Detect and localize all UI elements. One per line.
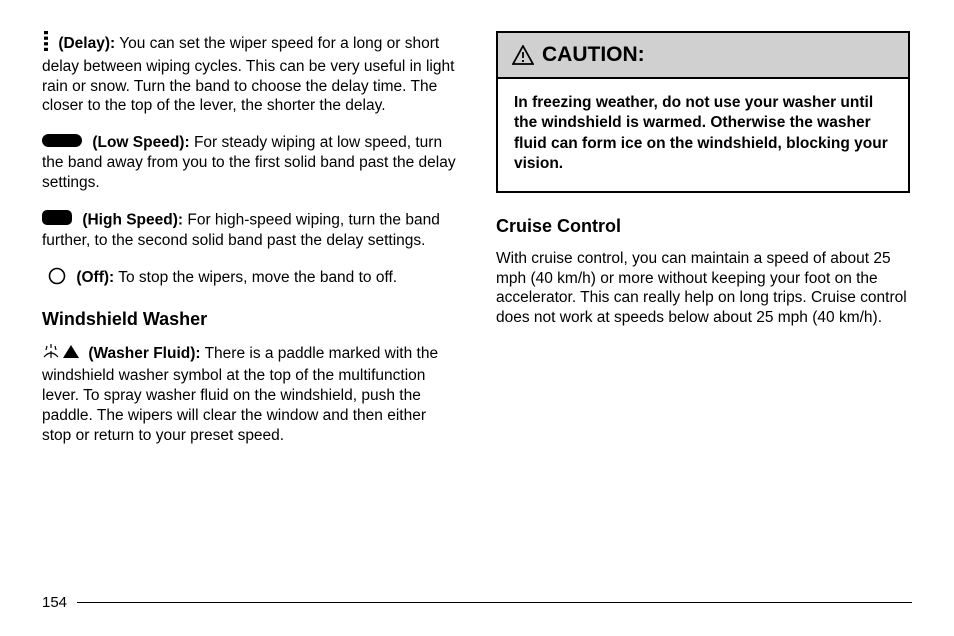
delay-paragraph: (Delay): You can set the wiper speed for…: [42, 31, 456, 116]
caution-label: CAUTION:: [542, 42, 645, 69]
off-icon: [48, 267, 66, 291]
page-number: 154: [42, 594, 67, 611]
washer-paragraph: (Washer Fluid): There is a paddle marked…: [42, 343, 456, 445]
off-paragraph: (Off): To stop the wipers, move the band…: [42, 267, 456, 291]
high-speed-icon: [42, 210, 72, 231]
left-column: (Delay): You can set the wiper speed for…: [42, 31, 456, 586]
delay-icon: [42, 31, 50, 57]
highspeed-paragraph: (High Speed): For high-speed wiping, tur…: [42, 210, 456, 251]
page-footer: 154: [42, 594, 912, 611]
page-columns: (Delay): You can set the wiper speed for…: [42, 31, 912, 586]
off-label: (Off):: [76, 269, 114, 286]
caution-body: In freezing weather, do not use your was…: [498, 79, 908, 191]
caution-header: CAUTION:: [498, 33, 908, 79]
highspeed-label: (High Speed):: [82, 211, 183, 228]
off-text: To stop the wipers, move the band to off…: [118, 269, 397, 286]
caution-icon: [512, 45, 534, 65]
caution-box: CAUTION: In freezing weather, do not use…: [496, 31, 910, 193]
footer-rule: [77, 602, 912, 604]
delay-label: (Delay):: [58, 35, 115, 52]
right-column: CAUTION: In freezing weather, do not use…: [496, 31, 910, 586]
lowspeed-paragraph: (Low Speed): For steady wiping at low sp…: [42, 133, 456, 193]
low-speed-icon: [42, 133, 82, 153]
washer-label: (Washer Fluid):: [88, 345, 200, 362]
cruise-control-text: With cruise control, you can maintain a …: [496, 249, 910, 328]
lowspeed-label: (Low Speed):: [92, 134, 189, 151]
washer-fluid-icon: [42, 343, 80, 366]
windshield-washer-heading: Windshield Washer: [42, 308, 456, 331]
cruise-control-heading: Cruise Control: [496, 215, 910, 238]
